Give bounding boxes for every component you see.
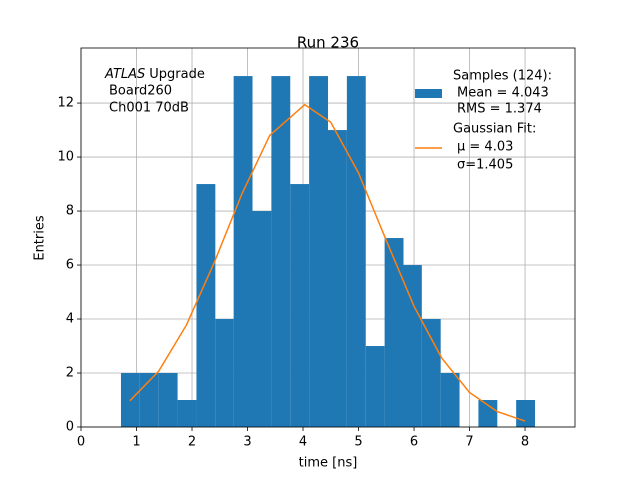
histogram-bar: [346, 76, 366, 428]
histogram-bar: [252, 211, 272, 427]
legend-patch: [415, 89, 442, 98]
x-tick-label: 6: [410, 435, 418, 450]
chart-title: Run 236: [297, 34, 359, 52]
axes-frame: [80, 47, 576, 428]
y-tick-label: 8: [66, 204, 74, 219]
x-tick-label: 4: [299, 435, 307, 450]
y-tick-label: 0: [66, 420, 74, 435]
x-tick-label: 5: [354, 435, 362, 450]
histogram-bar: [271, 76, 291, 428]
x-axis-label: time [ns]: [299, 456, 358, 471]
legend-label: σ=1.405: [457, 158, 513, 173]
histogram-bar: [233, 76, 253, 428]
histogram-bar: [196, 184, 216, 427]
annotation-emphasis: ATLAS: [104, 67, 145, 82]
histogram-bar: [215, 319, 234, 427]
histogram-bar: [440, 373, 460, 427]
histogram-bar: [478, 400, 498, 427]
histogram-bar: [403, 265, 422, 427]
legend-label: Gaussian Fit:: [453, 122, 536, 137]
y-tick-label: 10: [57, 150, 74, 165]
x-tick-label: 1: [132, 435, 140, 450]
legend-label: μ = 4.03: [457, 140, 513, 155]
histogram-bar: [290, 184, 310, 427]
x-tick-label: 2: [188, 435, 196, 450]
y-tick-label: 4: [66, 312, 74, 327]
y-tick-label: 6: [66, 258, 74, 273]
fit-line: [129, 103, 526, 422]
histogram-bar: [309, 76, 328, 428]
annotation-text: Ch001 70dB: [109, 101, 189, 116]
histogram-bar: [328, 130, 347, 427]
y-tick-label: 2: [66, 366, 74, 381]
x-tick-label: 0: [77, 435, 85, 450]
legend-label: RMS = 1.374: [457, 102, 542, 117]
histogram-bar: [177, 400, 197, 427]
x-tick-label: 3: [243, 435, 251, 450]
annotation-text: Upgrade: [149, 67, 205, 82]
histogram-bar: [384, 238, 404, 427]
legend-label: Samples (124):: [453, 69, 552, 84]
y-tick-label: 12: [57, 96, 74, 111]
x-tick-label: 8: [521, 435, 529, 450]
y-axis-label: Entries: [33, 215, 48, 261]
histogram-bar: [158, 373, 178, 427]
x-tick-label: 7: [465, 435, 473, 450]
histogram-bar: [365, 346, 385, 427]
legend-label: Mean = 4.043: [457, 86, 549, 101]
histogram-bar: [516, 400, 536, 427]
histogram-bar: [421, 319, 441, 427]
annotation: ATLAS Upgrade: [104, 67, 205, 82]
annotation-text: Board260: [109, 84, 172, 99]
